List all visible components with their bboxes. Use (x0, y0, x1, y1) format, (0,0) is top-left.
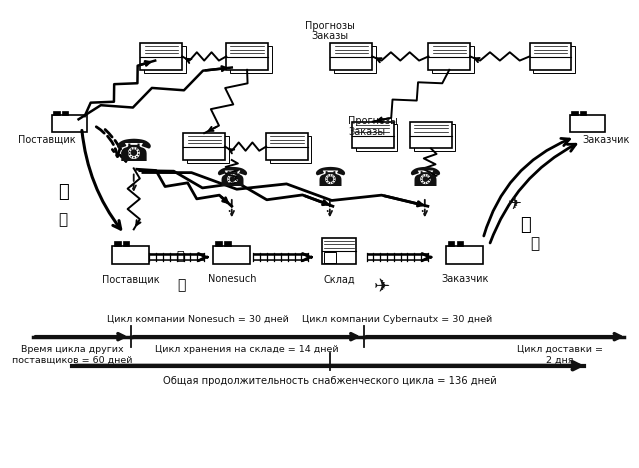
Bar (114, 241, 121, 246)
Text: Общая продолжительность снабженческого цикла = 136 дней: Общая продолжительность снабженческого ц… (163, 376, 497, 386)
Bar (456, 241, 463, 246)
Text: Время цикла других
поставщиков = 60 дней: Время цикла других поставщиков = 60 дней (12, 345, 133, 365)
Text: ☎: ☎ (115, 138, 153, 167)
Text: 🚚: 🚚 (58, 183, 68, 201)
Bar (183, 133, 225, 160)
Text: ✈: ✈ (507, 195, 521, 213)
Text: Поставщик: Поставщик (102, 274, 160, 284)
Text: 🚚: 🚚 (178, 278, 186, 292)
Text: Заказчик: Заказчик (582, 135, 629, 145)
Text: ☎: ☎ (215, 167, 248, 192)
Text: Заказы: Заказы (311, 31, 348, 41)
Bar (53, 111, 59, 115)
Bar (123, 241, 130, 246)
Bar (266, 133, 308, 160)
Bar (112, 246, 149, 264)
Text: ☎: ☎ (408, 167, 442, 192)
Bar (410, 122, 452, 148)
Bar (226, 43, 268, 70)
Bar (432, 46, 474, 73)
Bar (323, 252, 335, 263)
Text: 🚚: 🚚 (176, 250, 183, 263)
Text: Цикл хранения на складе = 14 дней: Цикл хранения на складе = 14 дней (155, 345, 339, 354)
Text: Цикл доставки =
2 дня: Цикл доставки = 2 дня (516, 345, 603, 365)
Bar (352, 122, 394, 148)
Bar (534, 46, 575, 73)
Text: 🚚: 🚚 (59, 212, 68, 227)
Text: Цикл компании Nonesuch = 30 дней: Цикл компании Nonesuch = 30 дней (107, 315, 289, 324)
Text: Заказчик: Заказчик (441, 274, 488, 284)
Bar (414, 124, 456, 151)
Text: 🚚: 🚚 (521, 216, 531, 234)
Text: Склад: Склад (323, 274, 355, 284)
Text: Прогнозы: Прогнозы (348, 116, 398, 126)
Bar (448, 241, 454, 246)
Bar (215, 241, 222, 246)
Bar (429, 43, 470, 70)
Text: 🚚: 🚚 (530, 236, 540, 251)
Bar (224, 241, 231, 246)
Bar (580, 111, 586, 115)
Bar (52, 115, 87, 132)
Bar (141, 43, 182, 70)
Text: Прогнозы: Прогнозы (305, 21, 355, 31)
Bar (334, 46, 376, 73)
Bar (213, 246, 250, 264)
Bar (187, 136, 229, 163)
Bar (230, 46, 272, 73)
Bar (270, 136, 311, 163)
Bar (62, 111, 68, 115)
Bar (144, 46, 186, 73)
Bar (446, 246, 483, 264)
Text: ✈: ✈ (374, 276, 390, 295)
Text: Цикл компании Cybernautx = 30 дней: Цикл компании Cybernautx = 30 дней (302, 315, 493, 324)
Bar (330, 43, 372, 70)
Bar (570, 115, 604, 132)
Text: ☎: ☎ (313, 167, 346, 192)
Bar (571, 111, 578, 115)
Text: Поставщик: Поставщик (18, 135, 75, 145)
Bar (530, 43, 571, 70)
Text: Заказы: Заказы (348, 127, 385, 137)
Text: Nonesuch: Nonesuch (208, 274, 256, 284)
Bar (322, 238, 356, 264)
Bar (355, 124, 397, 151)
